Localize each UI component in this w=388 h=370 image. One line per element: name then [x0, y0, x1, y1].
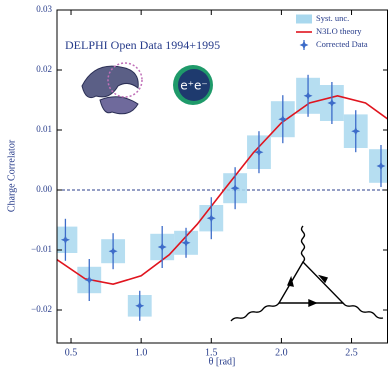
- theory-line: [57, 94, 388, 286]
- data-point: [278, 114, 288, 124]
- plot-frame: [56, 9, 388, 344]
- legend-label: N3LO theory: [316, 26, 362, 36]
- x-tick-label: 0.5: [65, 347, 78, 358]
- ee-logo: e⁺e⁻: [173, 65, 213, 105]
- data-point: [135, 301, 145, 311]
- data-point: [181, 238, 191, 248]
- data-point: [327, 98, 337, 108]
- data-point: [351, 126, 361, 136]
- dolphin-logo: [81, 62, 143, 115]
- logo-text: e⁺e⁻: [180, 79, 207, 93]
- data-point: [206, 213, 216, 223]
- y-tick-label: −0.01: [31, 244, 52, 254]
- data-point: [60, 235, 70, 245]
- data-point: [254, 147, 264, 157]
- plot-area: [57, 74, 388, 321]
- legend-label: Syst. unc.: [316, 13, 349, 23]
- x-tick-label: 2.5: [345, 347, 358, 358]
- y-tick-label: 0.00: [36, 184, 52, 194]
- x-tick-label: 2.0: [275, 347, 288, 358]
- legend-label: Corrected Data: [316, 39, 368, 49]
- y-tick-label: 0.03: [36, 4, 52, 14]
- annotation: DELPHI Open Data 1994+1995: [65, 38, 220, 52]
- y-tick-label: 0.01: [36, 124, 52, 134]
- legend-swatch: [296, 14, 312, 24]
- data-point: [376, 161, 386, 171]
- x-tick-label: 1.5: [205, 347, 218, 358]
- data-point: [303, 91, 313, 101]
- y-tick-label: 0.02: [36, 64, 52, 74]
- feynman-diagram: [230, 225, 384, 322]
- y-tick-label: −0.02: [31, 304, 52, 314]
- data-point: [84, 275, 94, 285]
- data-point: [230, 183, 240, 193]
- data-point: [157, 242, 167, 252]
- legend-swatch: [299, 40, 309, 50]
- x-axis-label: θ [rad]: [209, 356, 236, 367]
- y-axis-label: Charge Correlator: [6, 139, 17, 212]
- data-point: [108, 246, 118, 256]
- x-tick-label: 1.0: [135, 347, 148, 358]
